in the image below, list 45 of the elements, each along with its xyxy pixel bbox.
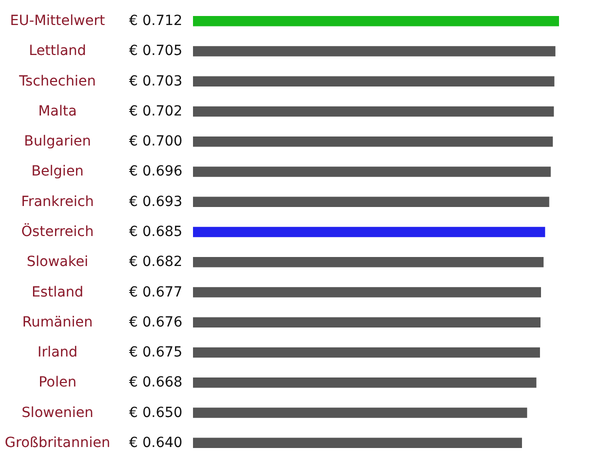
y-tick-label: Belgien: [31, 164, 84, 180]
bar: [193, 226, 546, 238]
bar: [193, 106, 554, 117]
y-tick-label: Irland: [37, 344, 78, 361]
data-label: € 0.696: [129, 164, 183, 180]
bar: [193, 347, 540, 358]
y-tick-label: Malta: [38, 103, 77, 120]
bar: [193, 136, 553, 147]
bar: [193, 166, 551, 177]
y-tick-label: Slowakei: [26, 254, 88, 270]
data-label: € 0.675: [129, 344, 182, 361]
data-label: € 0.703: [129, 73, 182, 90]
y-tick-label: Frankreich: [21, 194, 94, 210]
data-label: € 0.682: [129, 254, 182, 270]
y-tick-label: Polen: [38, 374, 76, 391]
y-tick-label: Slowenien: [22, 404, 94, 421]
bar: [193, 16, 559, 26]
data-label: € 0.650: [129, 404, 182, 421]
bar: [193, 196, 550, 207]
data-label: € 0.685: [129, 224, 182, 240]
bar: [193, 287, 542, 298]
bar: [193, 408, 528, 418]
data-label: € 0.705: [129, 43, 182, 60]
y-tick-label: Österreich: [21, 223, 94, 240]
data-label: € 0.700: [129, 134, 182, 150]
bar: [193, 378, 536, 388]
y-tick-label: Lettland: [28, 43, 86, 60]
y-tick-label: Großbritannien: [4, 434, 110, 451]
bar: [193, 257, 544, 268]
bar: [193, 317, 540, 328]
y-tick-label: Bulgarien: [24, 134, 91, 150]
y-tick-label: EU-Mittelwert: [10, 13, 106, 30]
data-label: € 0.668: [129, 374, 182, 391]
bar: [193, 76, 554, 86]
y-tick-label: Tschechien: [18, 73, 96, 90]
data-label: € 0.712: [129, 13, 182, 30]
y-tick-label: Rumänien: [22, 314, 93, 330]
bar: [193, 46, 556, 56]
data-label: € 0.702: [129, 103, 182, 120]
data-label: € 0.677: [129, 284, 182, 300]
y-tick-label: Estland: [32, 284, 84, 300]
data-label: € 0.640: [129, 434, 182, 451]
data-label: € 0.693: [129, 194, 182, 210]
bar: [193, 438, 522, 448]
data-label: € 0.676: [129, 314, 183, 330]
